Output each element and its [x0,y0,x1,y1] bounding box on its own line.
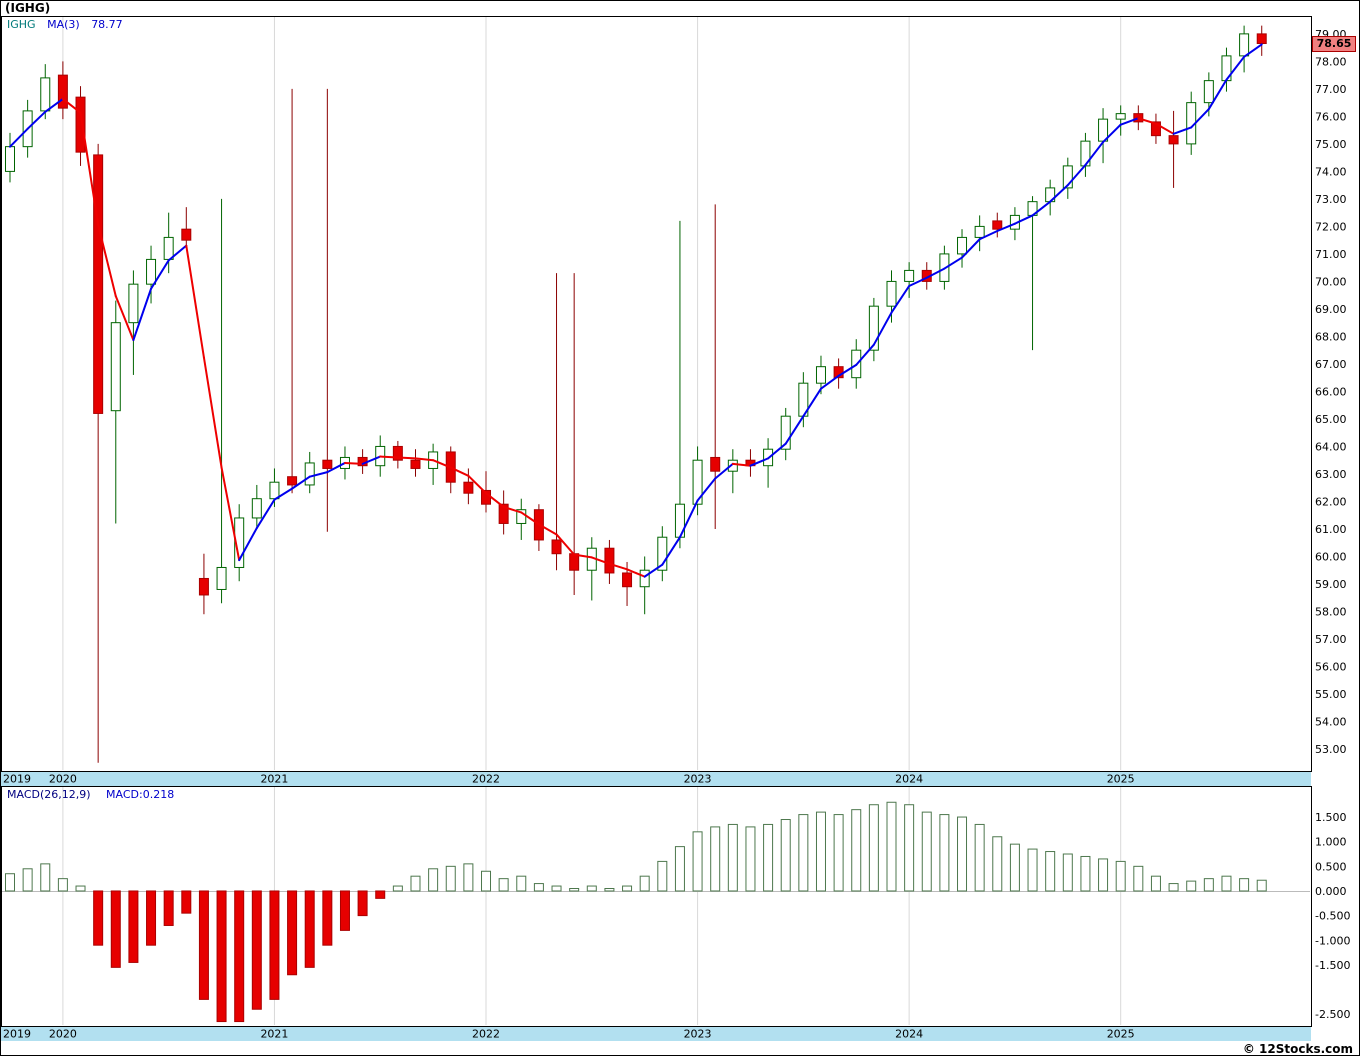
svg-text:55.00: 55.00 [1315,688,1347,701]
svg-text:69.00: 69.00 [1315,303,1347,316]
svg-text:1.000: 1.000 [1315,836,1347,849]
svg-text:53.00: 53.00 [1315,743,1347,756]
svg-text:2022: 2022 [472,773,500,786]
frame-layer [1,16,1312,1027]
svg-text:74.00: 74.00 [1315,165,1347,178]
svg-text:64.00: 64.00 [1315,440,1347,453]
svg-text:75.00: 75.00 [1315,138,1347,151]
svg-text:66.00: 66.00 [1315,385,1347,398]
svg-text:57.00: 57.00 [1315,633,1347,646]
macd-legend: MACD(26,12,9) MACD:0.218 [7,788,174,801]
svg-text:2020: 2020 [49,1028,77,1041]
svg-text:65.00: 65.00 [1315,413,1347,426]
candles-layer [5,25,1267,763]
svg-text:2025: 2025 [1107,1028,1135,1041]
svg-text:-1.500: -1.500 [1315,959,1350,972]
svg-text:72.00: 72.00 [1315,220,1347,233]
svg-text:2024: 2024 [895,1028,923,1041]
svg-text:63.00: 63.00 [1315,468,1347,481]
macd-axis-labels: 1.500 1.000 0.500 0.000 -0.500 -1.000 -1.500 -2… [1315,811,1350,1021]
svg-text:60.00: 60.00 [1315,550,1347,563]
page-title: (IGHG) [5,1,51,15]
svg-text:61.00: 61.00 [1315,523,1347,536]
legend-ma-value: 78.77 [91,18,123,31]
svg-text:2023: 2023 [684,1028,712,1041]
svg-text:67.00: 67.00 [1315,358,1347,371]
legend-ma-label: MA(3) [47,18,80,31]
legend-symbol: IGHG [7,18,36,31]
price-axis-labels: 79.0078.0077.0076.0075.0074.0073.0072.00… [1315,28,1347,756]
svg-text:54.00: 54.00 [1315,715,1347,728]
svg-text:76.00: 76.00 [1315,110,1347,123]
svg-text:2021: 2021 [260,773,288,786]
macd-params-label: MACD(26,12,9) [7,788,91,801]
svg-text:-1.000: -1.000 [1315,934,1350,947]
svg-text:2021: 2021 [260,1028,288,1041]
year-label-layer: 2019 2019 2020 2020 2021 2021 2022 2022 2023 2023… [3,773,1135,1041]
credit-link[interactable]: © 12Stocks.com [1242,1042,1353,1056]
svg-text:59.00: 59.00 [1315,578,1347,591]
macd-value-label: MACD:0.218 [106,788,175,801]
svg-text:77.00: 77.00 [1315,83,1347,96]
svg-text:2020: 2020 [49,773,77,786]
svg-text:71.00: 71.00 [1315,248,1347,261]
ma-line-layer [9,43,1263,578]
year-band-layer [1,771,1311,1041]
svg-text:2022: 2022 [472,1028,500,1041]
svg-text:-0.500: -0.500 [1315,910,1350,923]
svg-text:70.00: 70.00 [1315,275,1347,288]
svg-text:2023: 2023 [684,773,712,786]
svg-text:2019: 2019 [3,1028,31,1041]
svg-text:78.00: 78.00 [1315,55,1347,68]
svg-text:2019: 2019 [3,773,31,786]
svg-text:2024: 2024 [895,773,923,786]
svg-text:0.500: 0.500 [1315,860,1347,873]
svg-text:-2.500: -2.500 [1315,1008,1350,1021]
svg-text:1.500: 1.500 [1315,811,1347,824]
svg-text:2025: 2025 [1107,773,1135,786]
svg-text:73.00: 73.00 [1315,193,1347,206]
macd-histogram-layer [2,801,1310,1023]
svg-text:58.00: 58.00 [1315,605,1347,618]
last-price-badge: 78.65 [1312,35,1356,52]
svg-text:68.00: 68.00 [1315,330,1347,343]
svg-text:56.00: 56.00 [1315,660,1347,673]
svg-text:62.00: 62.00 [1315,495,1347,508]
svg-text:0.000: 0.000 [1315,885,1347,898]
ma-legend: IGHG MA(3) 78.77 [7,18,123,31]
